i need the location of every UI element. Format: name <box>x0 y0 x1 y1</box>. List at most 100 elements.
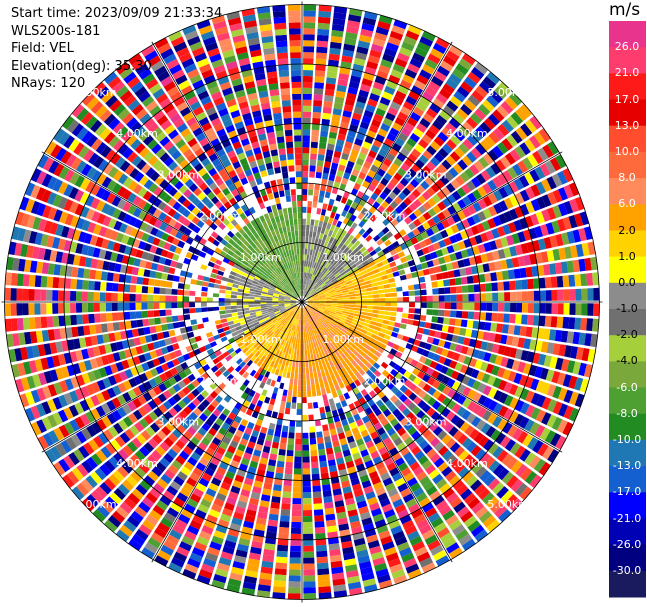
ppi-gate <box>224 502 235 512</box>
ppi-gate <box>225 470 236 480</box>
ppi-gate <box>150 333 159 342</box>
ppi-gate <box>418 321 426 328</box>
ppi-gate <box>106 353 115 364</box>
ppi-gate <box>205 488 217 498</box>
ppi-gate <box>303 307 305 314</box>
ppi-gate <box>411 163 421 174</box>
ppi-gate <box>112 385 122 396</box>
ppi-gate <box>370 164 379 173</box>
ppi-gate <box>63 407 74 420</box>
ppi-gate <box>347 377 354 385</box>
ppi-gate <box>303 266 306 273</box>
ppi-gate <box>574 274 582 287</box>
ppi-gate <box>373 298 380 302</box>
ppi-gate <box>226 496 237 506</box>
ppi-gate <box>471 501 485 514</box>
ppi-gate <box>529 339 537 351</box>
ppi-gate <box>417 399 427 409</box>
ppi-gate <box>49 369 59 382</box>
ppi-gate <box>453 501 466 514</box>
ppi-gate <box>312 106 322 113</box>
ppi-gate <box>237 311 244 316</box>
ppi-gate <box>348 514 360 523</box>
ppi-gate <box>395 214 404 223</box>
ppi-gate <box>364 354 372 362</box>
ppi-gate <box>304 278 307 285</box>
ppi-gate <box>450 224 460 234</box>
ppi-gate <box>318 308 325 312</box>
ppi-gate <box>334 272 341 278</box>
ppi-gate <box>171 288 178 295</box>
ppi-gate <box>333 316 340 321</box>
ppi-gate <box>533 131 546 146</box>
ppi-gate <box>506 358 515 369</box>
ppi-gate <box>448 117 461 129</box>
ppi-gate <box>313 315 318 321</box>
ppi-gate <box>219 441 229 451</box>
ppi-gate <box>303 307 305 314</box>
ppi-gate <box>327 531 339 539</box>
ppi-gate <box>441 325 449 333</box>
ppi-gate <box>337 323 344 328</box>
ppi-gate <box>335 334 342 340</box>
ppi-gate <box>425 86 438 97</box>
ppi-gate <box>288 587 301 594</box>
ppi-gate <box>341 443 350 452</box>
ppi-gate <box>445 514 459 526</box>
ppi-gate <box>302 474 311 481</box>
ppi-gate <box>291 304 297 308</box>
ppi-gate <box>465 266 473 276</box>
ppi-gate <box>261 289 268 293</box>
ppi-gate <box>519 388 530 401</box>
ppi-gate <box>401 552 415 563</box>
ppi-gate <box>247 503 258 512</box>
ppi-gate <box>408 290 415 296</box>
ppi-gate <box>147 537 161 549</box>
ppi-gate <box>407 337 415 345</box>
ppi-gate <box>358 424 367 433</box>
ppi-gate <box>340 400 348 408</box>
ppi-gate <box>114 263 122 273</box>
ppi-gate <box>496 141 509 155</box>
ppi-gate <box>519 416 530 429</box>
ppi-gate <box>337 266 344 272</box>
ppi-gate <box>362 231 369 239</box>
ppi-gate <box>387 558 401 568</box>
ppi-gate <box>434 152 445 163</box>
ppi-gate <box>376 336 384 343</box>
ppi-gate <box>443 317 450 325</box>
ppi-gate <box>281 431 288 438</box>
ppi-gate <box>263 326 270 332</box>
ppi-gate <box>291 324 295 331</box>
ppi-gate <box>276 314 282 319</box>
ppi-gate <box>340 374 347 382</box>
ppi-gate <box>353 196 361 204</box>
ppi-gate <box>306 285 310 292</box>
ppi-gate <box>309 159 317 166</box>
ppi-gate <box>323 100 333 108</box>
ppi-gate <box>584 364 593 378</box>
ppi-gate <box>347 416 355 424</box>
ppi-gate <box>299 349 302 356</box>
ppi-gate <box>525 201 535 214</box>
ppi-gate <box>34 303 41 315</box>
ppi-gate <box>351 427 360 436</box>
ppi-gate <box>106 312 113 322</box>
ppi-gate <box>296 409 302 415</box>
ppi-gate <box>373 408 382 417</box>
ppi-gate <box>381 451 391 461</box>
ppi-gate <box>404 216 413 225</box>
ppi-gate <box>103 429 114 441</box>
ppi-gate <box>509 208 519 220</box>
ppi-gate <box>306 306 311 311</box>
ppi-gate <box>191 343 199 350</box>
ppi-gate <box>337 517 348 526</box>
ppi-gate <box>387 353 395 360</box>
ppi-gate <box>228 412 236 421</box>
ppi-gate <box>351 374 358 382</box>
ppi-gate <box>446 194 457 205</box>
ppi-gate <box>366 227 374 235</box>
ppi-gate <box>68 452 80 466</box>
ppi-gate <box>503 281 510 291</box>
ppi-gate <box>446 50 460 62</box>
